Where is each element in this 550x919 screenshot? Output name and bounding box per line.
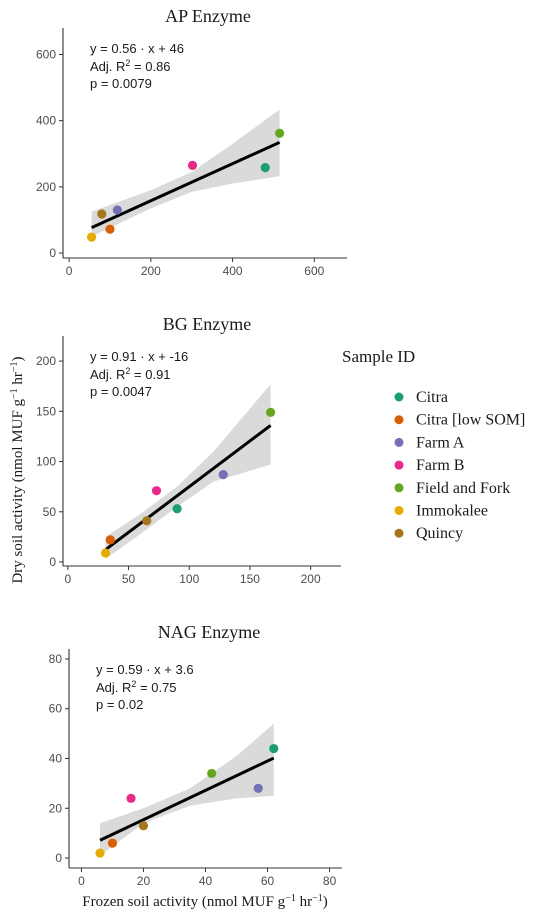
adj-r2-label: Adj. R2 = 0.86	[90, 58, 171, 74]
p-value-label: p = 0.0047	[90, 384, 152, 399]
p-value-label: p = 0.0079	[90, 76, 152, 91]
x-tick-label: 200	[141, 264, 161, 278]
legend-key	[394, 437, 404, 447]
regression-line	[99, 756, 275, 842]
y-tick-label: 100	[36, 455, 56, 469]
legend-label: Field and Fork	[416, 480, 510, 497]
adj-r2-label: Adj. R2 = 0.91	[90, 366, 171, 382]
panel-title: BG Enzyme	[163, 314, 251, 334]
legend-key	[394, 483, 404, 493]
confidence-band	[105, 384, 271, 559]
y-tick-label: 400	[36, 114, 56, 128]
legend-item: Immokalee	[394, 503, 488, 520]
chart-panel: AP Enzyme 0 200 400 600 0 200 400 600 y = 0.56 · …	[36, 6, 347, 278]
data-point	[265, 407, 276, 417]
data-point	[151, 486, 162, 496]
y-tick-label: 20	[49, 801, 63, 815]
legend-key	[394, 528, 404, 538]
x-tick-label: 150	[240, 572, 260, 586]
y-tick-label: 200	[36, 180, 56, 194]
legend-item: Quincy	[394, 525, 463, 542]
data-point	[87, 232, 97, 242]
data-point	[260, 163, 270, 173]
y-tick-label: 200	[36, 354, 56, 368]
x-tick-label: 40	[199, 874, 213, 888]
legend-title: Sample ID	[342, 347, 415, 366]
x-tick-label: 50	[122, 572, 136, 586]
x-tick-label: 0	[65, 572, 72, 586]
data-point	[218, 470, 228, 480]
regression-equation: y = 0.91 · x + -16	[90, 349, 188, 364]
legend-label: Quincy	[416, 525, 463, 542]
panel-title: NAG Enzyme	[158, 622, 260, 642]
regression-line	[104, 424, 272, 551]
data-point	[253, 783, 263, 793]
y-tick-label: 60	[49, 702, 63, 716]
x-tick-label: 100	[179, 572, 199, 586]
x-tick-label: 200	[301, 572, 321, 586]
p-value-label: p = 0.02	[96, 697, 143, 712]
data-point	[172, 504, 182, 514]
y-tick-label: 0	[49, 246, 56, 260]
y-tick-label: 150	[36, 404, 56, 418]
data-point	[107, 838, 118, 848]
legend-item: Citra [low SOM]	[394, 412, 525, 429]
adj-r2-label: Adj. R2 = 0.75	[96, 679, 177, 695]
data-point	[105, 535, 115, 545]
legend-item: Citra	[394, 389, 448, 406]
chart-panel: BG Enzyme 0 50 100 150 200 0 50 100 150 200 y = 0.9…	[36, 314, 341, 586]
panel-title: AP Enzyme	[165, 6, 251, 26]
y-tick-label: 80	[49, 652, 63, 666]
confidence-band	[100, 723, 274, 856]
data-point	[112, 205, 122, 215]
data-point	[95, 848, 105, 858]
x-tick-label: 60	[261, 874, 275, 888]
regression-equation: y = 0.56 · x + 46	[90, 41, 184, 56]
x-tick-label: 0	[66, 264, 73, 278]
legend-label: Citra [low SOM]	[416, 412, 525, 429]
y-tick-label: 40	[49, 752, 63, 766]
legend-item: Farm A	[394, 434, 465, 451]
x-tick-label: 20	[137, 874, 151, 888]
legend-label: Citra	[416, 389, 448, 406]
legend-key	[394, 415, 404, 425]
legend-label: Farm B	[416, 457, 464, 474]
x-tick-label: 80	[323, 874, 337, 888]
legend: Sample ID Citra Citra [low SOM] Farm A Farm…	[342, 347, 525, 542]
y-tick-label: 0	[49, 555, 56, 569]
y-tick-label: 0	[55, 851, 62, 865]
legend-key	[394, 506, 404, 515]
data-point	[274, 128, 285, 138]
legend-item: Farm B	[394, 457, 464, 474]
y-tick-label: 50	[43, 505, 57, 519]
confidence-band	[91, 109, 280, 237]
data-point	[269, 743, 279, 754]
legend-item: Field and Fork	[394, 480, 510, 497]
data-point	[97, 209, 107, 219]
data-point	[138, 821, 149, 831]
x-axis-label: Frozen soil activity (nmol MUF g−1 hr−1)	[82, 893, 327, 911]
data-point	[100, 548, 111, 558]
data-point	[105, 224, 115, 234]
y-axis-label: Dry soil activity (nmol MUF g−1 hr−1)	[9, 356, 27, 583]
legend-key	[394, 392, 404, 402]
data-point	[126, 793, 136, 803]
x-tick-label: 0	[78, 874, 85, 888]
x-tick-label: 400	[223, 264, 243, 278]
data-point	[187, 160, 198, 170]
data-point	[142, 516, 152, 526]
legend-label: Immokalee	[416, 503, 488, 520]
legend-label: Farm A	[416, 434, 465, 451]
regression-equation: y = 0.59 · x + 3.6	[96, 662, 194, 677]
legend-key	[394, 460, 404, 470]
x-tick-label: 600	[304, 264, 324, 278]
y-tick-label: 600	[36, 47, 56, 61]
data-point	[207, 768, 217, 779]
regression-line	[90, 141, 281, 229]
chart-panel: NAG Enzyme 0 20 40 60 80 0 20 40 60 80 y = 0.59 · x…	[49, 622, 342, 888]
